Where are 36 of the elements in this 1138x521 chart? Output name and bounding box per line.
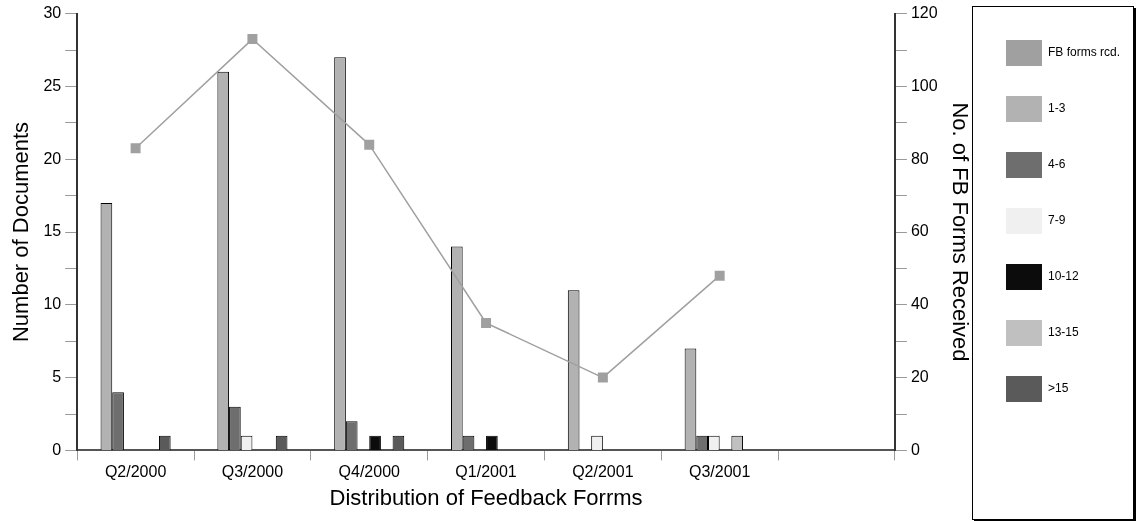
y-tick-label: 20 [43, 149, 62, 167]
x-tick-label: Q4/2000 [338, 463, 401, 481]
y2-tick-label: 60 [910, 222, 929, 240]
legend-label: 4-6 [1047, 157, 1066, 172]
y-tick-label: 10 [43, 295, 62, 313]
legend-label: >15 [1047, 381, 1069, 396]
x-tick-label: Q1/2001 [455, 463, 517, 481]
point [364, 139, 375, 150]
x-tick-label: Q2/2001 [572, 463, 634, 481]
legend-label: FB forms rcd. [1047, 45, 1121, 60]
legend-label: 1-3 [1047, 101, 1066, 116]
y2-axis-title: No. of FB Forms Received [947, 102, 973, 362]
x-tick-label: Q2/2000 [104, 463, 167, 481]
y-tick-label: 25 [43, 76, 62, 94]
legend-label: 13-15 [1047, 325, 1080, 340]
x-axis-title: Distribution of Feedback Forrms [329, 484, 643, 510]
y-tick-label: 0 [52, 440, 62, 458]
y2-tick-label: 20 [910, 368, 929, 386]
legend-label: 7-9 [1047, 213, 1066, 228]
legend-label: 10-12 [1047, 269, 1080, 284]
y2-tick-label: 80 [910, 149, 929, 167]
point [714, 270, 725, 281]
y-axis-title: Number of Documents [8, 121, 34, 343]
y2-tick-label: 120 [910, 4, 938, 22]
y-tick-label: 30 [43, 4, 62, 22]
point [130, 143, 141, 154]
x-tick-label: Q3/2001 [688, 463, 751, 481]
x-tick-label: Q3/2000 [221, 463, 284, 481]
y2-tick-label: 40 [910, 295, 929, 313]
y-tick-label: 15 [43, 222, 62, 240]
y-tick-label: 5 [52, 368, 62, 386]
point [597, 372, 608, 383]
point [247, 34, 258, 45]
y2-tick-label: 100 [910, 76, 938, 94]
y2-tick-label: 0 [910, 440, 920, 458]
point [481, 318, 492, 328]
